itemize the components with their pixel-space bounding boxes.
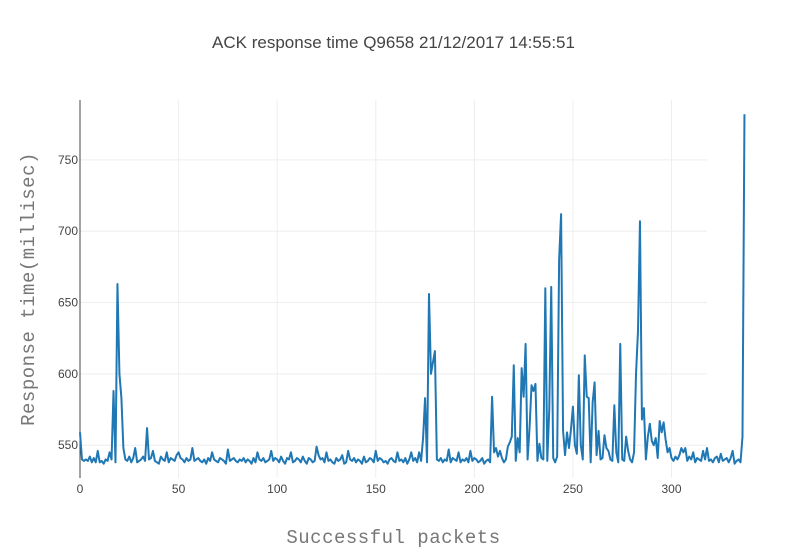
x-tick-label: 50	[172, 482, 186, 496]
series-layer	[79, 114, 746, 465]
x-tick-label: 150	[366, 482, 386, 496]
x-tick-label: 100	[267, 482, 287, 496]
x-tick-label: 0	[77, 482, 84, 496]
y-axis-label: Response time(millisec)	[18, 152, 40, 426]
chart-title: ACK response time Q9658 21/12/2017 14:55…	[212, 33, 575, 52]
tick-labels: 0 50 100 150 200 250 300 550 600 650 700 750	[58, 153, 682, 496]
x-axis-label: Successful packets	[286, 527, 501, 549]
x-tick-label: 200	[464, 482, 484, 496]
y-tick-label: 550	[58, 438, 78, 452]
y-tick-label: 750	[58, 153, 78, 167]
x-tick-label: 250	[563, 482, 583, 496]
y-tick-label: 700	[58, 224, 78, 238]
series-line	[79, 114, 746, 465]
y-tick-label: 600	[58, 367, 78, 381]
x-tick-label: 300	[661, 482, 681, 496]
y-tick-label: 650	[58, 296, 78, 310]
grid-lines	[80, 100, 707, 478]
